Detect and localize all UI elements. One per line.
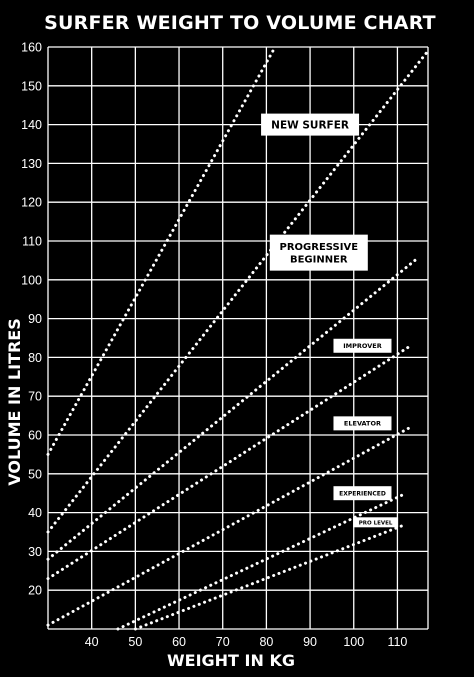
series-label: ELEVATOR <box>344 420 381 428</box>
x-tick-label: 60 <box>172 635 186 649</box>
series-line-3 <box>46 258 417 561</box>
series-label-box <box>269 234 368 271</box>
y-tick-label: 50 <box>28 467 42 481</box>
series-label: IMPROVER <box>343 342 381 350</box>
y-tick-label: 130 <box>21 157 42 171</box>
series-line-4 <box>46 344 412 581</box>
y-tick-label: 40 <box>28 506 42 520</box>
y-tick-label: 160 <box>21 41 42 55</box>
y-tick-label: 140 <box>21 118 42 132</box>
series-label: PRO LEVEL <box>359 520 393 526</box>
y-tick-label: 100 <box>21 273 42 287</box>
series-label: NEW SURFER <box>271 119 349 131</box>
y-axis-title: VOLUME IN LITRES <box>5 318 24 486</box>
x-tick-label: 110 <box>387 635 407 649</box>
x-tick-label: 90 <box>303 635 317 649</box>
x-tick-label: 100 <box>343 635 364 649</box>
y-tick-label: 150 <box>21 79 42 93</box>
series-label-box <box>333 338 392 353</box>
y-tick-label: 90 <box>28 312 42 326</box>
x-axis-title: WEIGHT IN KG <box>167 651 295 670</box>
chart-title: SURFER WEIGHT TO VOLUME CHART <box>44 12 436 34</box>
y-tick-label: 30 <box>28 545 42 559</box>
y-tick-label: 60 <box>28 429 42 443</box>
series-line-2 <box>46 49 430 534</box>
x-tick-label: 80 <box>259 635 273 649</box>
y-tick-label: 70 <box>28 390 42 404</box>
series-labels: NEW SURFER PROGRESSIVE BEGINNER IMPROVER ELE… <box>261 113 399 528</box>
series-label-box <box>333 416 392 431</box>
series-line-6 <box>116 491 408 631</box>
series-label-box <box>353 517 399 528</box>
x-tick-label: 40 <box>85 635 99 649</box>
series-line-5 <box>46 425 412 627</box>
series-label: EXPERIENCED <box>339 490 386 497</box>
y-tick-label: 20 <box>28 584 42 598</box>
series-lines <box>46 45 430 631</box>
y-tick-label: 80 <box>28 351 42 365</box>
series-label: PROGRESSIVE BEGINNER <box>280 242 359 266</box>
y-tick-label: 110 <box>22 235 42 249</box>
series-line-1 <box>46 45 277 456</box>
x-tick-label: 70 <box>216 635 230 649</box>
x-tick-label: 50 <box>128 635 142 649</box>
series-label-box <box>333 486 392 501</box>
y-tick-label: 120 <box>21 196 42 210</box>
series-label-box <box>261 113 360 136</box>
tick-labels: 40 50 60 70 80 90 100 110 20 30 40 50 60 70 80 90 100 110… <box>21 41 407 650</box>
